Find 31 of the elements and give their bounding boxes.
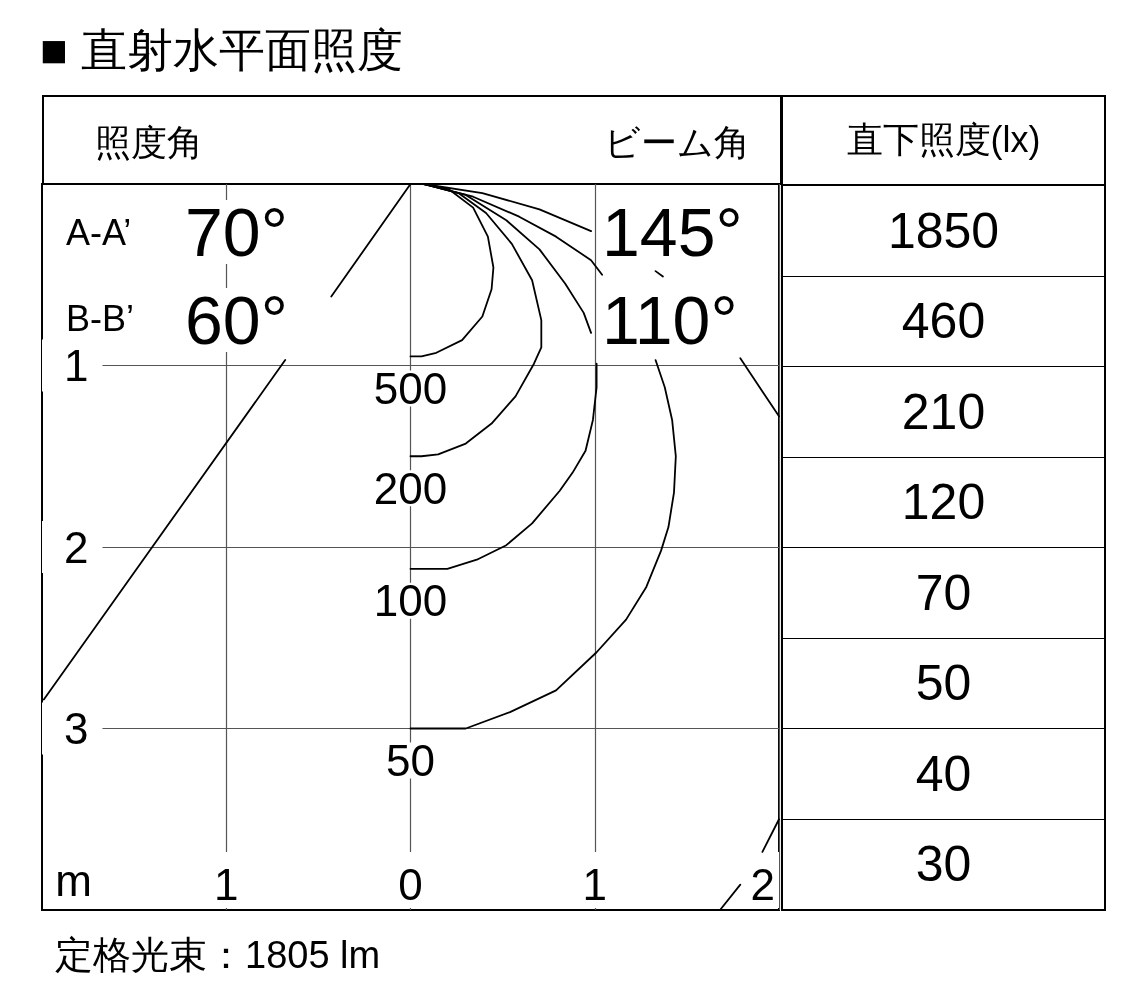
data-label: 120 xyxy=(901,473,986,532)
annotation: 60° xyxy=(185,282,288,358)
x-tick-label: 0 xyxy=(398,859,423,909)
data-label: 70 xyxy=(915,563,972,622)
data-label: 50 xyxy=(915,654,972,713)
x-tick-label: 2 xyxy=(750,859,775,909)
series-label: 200 xyxy=(373,463,448,513)
annotation: 70° xyxy=(185,194,288,270)
data-label: 210 xyxy=(901,382,986,441)
text: 照度角 xyxy=(95,121,203,163)
series-label: 50 xyxy=(386,736,435,785)
text: 定格光束：1805 lm xyxy=(55,934,381,976)
series-label: 500 xyxy=(373,363,448,413)
x-axis-title: m xyxy=(55,855,92,905)
y-tick-label: 1 xyxy=(64,341,89,390)
annotation: B-B’ xyxy=(66,297,135,339)
annotation: A-A’ xyxy=(66,211,132,253)
y-tick-label: 2 xyxy=(64,522,89,572)
text: ビーム角 xyxy=(604,121,750,163)
data-label: 460 xyxy=(901,292,986,351)
x-tick-label: 1 xyxy=(582,859,607,909)
series-label: 100 xyxy=(373,576,448,626)
x-tick-label: 1 xyxy=(214,859,239,909)
data-label: 40 xyxy=(915,744,972,803)
y-tick-label: 3 xyxy=(64,704,89,753)
data-label: 30 xyxy=(915,835,972,894)
annotation: 110° xyxy=(602,282,738,358)
data-label: 1850 xyxy=(887,201,1000,260)
text: 直下照度(lx) xyxy=(783,97,1104,186)
annotation: 145° xyxy=(602,194,743,270)
chart-title: ■ 直射水平面照度 xyxy=(40,24,403,76)
